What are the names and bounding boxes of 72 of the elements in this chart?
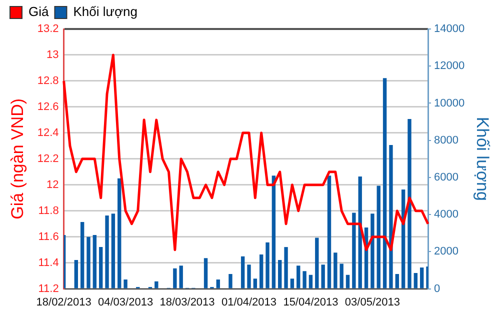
y-tick-label: 13.2 <box>37 23 59 36</box>
y2-tick-label: 12000 <box>434 60 465 72</box>
bar <box>247 264 251 288</box>
bar <box>296 266 300 288</box>
bar <box>346 274 350 288</box>
bar <box>259 254 264 288</box>
x-tick-label: 18/02/2013 <box>36 296 92 308</box>
y-tick-label: 12.8 <box>37 74 59 87</box>
y2-tick-label: 0 <box>434 282 440 295</box>
x-tick-label: 04/03/2013 <box>98 296 154 308</box>
bar <box>327 176 332 288</box>
y2-tick-label: 14000 <box>434 23 465 36</box>
y-tick-label: 12.2 <box>37 152 59 165</box>
legend-label: Khối lượng <box>73 4 138 20</box>
bar <box>376 186 380 288</box>
y2-tick-label: 4000 <box>434 208 458 221</box>
bar <box>105 216 109 288</box>
bar <box>228 274 232 288</box>
bar <box>74 260 78 288</box>
x-tick-label: 18/03/2013 <box>160 296 215 308</box>
y2-axis-title: Khối lượng <box>473 116 492 201</box>
bar <box>395 274 399 288</box>
bar <box>321 264 325 288</box>
y-tick-label: 11.2 <box>38 282 59 295</box>
bar <box>284 247 288 288</box>
y2-tick-label: 6000 <box>434 171 458 184</box>
y-tick-label: 12 <box>46 178 59 191</box>
bar <box>124 280 128 288</box>
bar <box>204 258 208 288</box>
bar <box>118 178 122 288</box>
bar <box>408 119 412 288</box>
bar <box>315 238 319 288</box>
bar <box>98 247 103 288</box>
bar <box>414 273 418 288</box>
y-tick-label: 11.8 <box>38 204 59 217</box>
bar <box>216 280 220 288</box>
y2-tick-label: 10000 <box>434 97 465 110</box>
bar <box>92 234 97 288</box>
bar <box>389 144 393 288</box>
bar <box>80 222 84 288</box>
bar <box>352 212 356 288</box>
bar <box>334 252 338 288</box>
bar <box>370 214 374 288</box>
bar <box>240 256 245 288</box>
bar <box>426 266 428 288</box>
y-tick-label: 12.6 <box>37 100 59 113</box>
y-axis-title: Giá (ngàn VND) <box>8 98 27 220</box>
bar <box>272 176 276 288</box>
y2-tick-label: 8000 <box>434 134 458 146</box>
bar <box>420 267 424 288</box>
legend-label: Giá <box>28 4 50 20</box>
x-tick-label: 15/04/2013 <box>283 296 338 308</box>
bar <box>308 274 313 288</box>
bar <box>340 264 344 288</box>
bar <box>86 236 90 288</box>
bar <box>302 271 306 288</box>
bar <box>154 281 158 288</box>
bar <box>382 78 387 288</box>
y2-tick-label: 2000 <box>434 246 458 258</box>
y-tick-label: 11.6 <box>38 230 59 243</box>
bar <box>278 260 282 288</box>
x-tick-label: 03/05/2013 <box>344 296 400 308</box>
x-tick-label: 01/04/2013 <box>221 296 277 308</box>
y-tick-label: 11.4 <box>38 256 59 269</box>
y-tick-label: 12.4 <box>37 126 59 139</box>
bar <box>290 278 294 288</box>
bar <box>266 242 270 288</box>
bar <box>111 214 116 288</box>
y-tick-label: 13 <box>46 49 59 62</box>
bar <box>179 266 183 288</box>
bar <box>173 268 177 288</box>
bar <box>253 278 258 288</box>
